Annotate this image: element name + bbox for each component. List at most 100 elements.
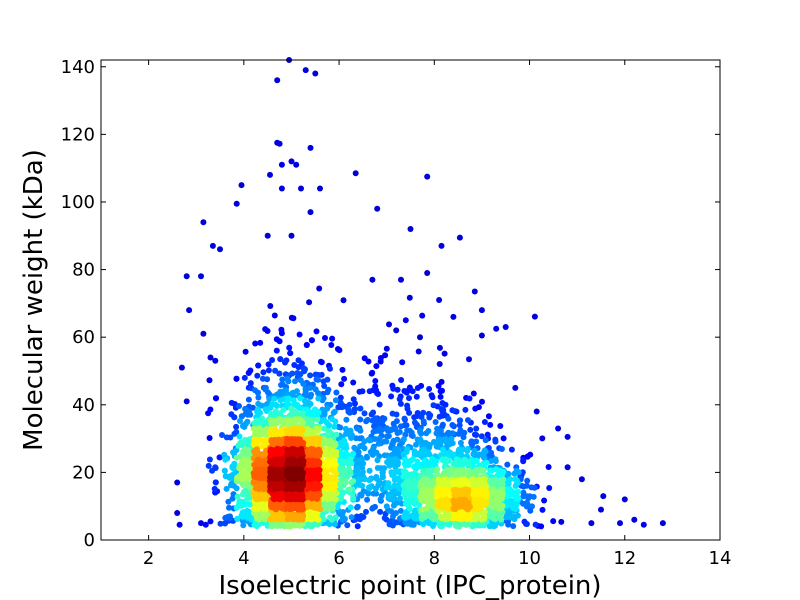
data-point xyxy=(314,467,321,474)
data-point xyxy=(314,416,321,423)
data-point xyxy=(480,454,487,461)
data-point xyxy=(471,431,478,438)
data-point xyxy=(252,387,258,394)
data-point xyxy=(425,500,432,507)
data-point xyxy=(493,325,500,332)
data-point xyxy=(388,393,395,400)
data-point xyxy=(497,423,504,429)
data-point xyxy=(441,350,448,357)
data-point xyxy=(324,405,331,412)
data-point xyxy=(414,458,421,465)
data-point xyxy=(267,516,274,523)
data-point xyxy=(339,512,346,519)
data-point xyxy=(445,429,452,436)
data-point xyxy=(383,438,390,445)
data-point xyxy=(297,503,304,510)
data-point xyxy=(332,418,339,425)
data-point xyxy=(441,498,448,505)
data-point xyxy=(430,402,437,409)
data-point xyxy=(374,205,381,212)
data-point xyxy=(338,381,345,388)
data-point xyxy=(328,342,335,348)
data-point xyxy=(316,482,323,489)
data-point xyxy=(412,496,419,503)
data-point xyxy=(288,158,295,165)
data-point xyxy=(280,417,287,424)
data-point xyxy=(366,388,373,395)
data-point xyxy=(529,503,535,510)
data-point xyxy=(403,514,410,521)
data-point xyxy=(352,400,358,407)
data-point xyxy=(272,456,278,463)
data-point xyxy=(434,471,441,478)
data-point xyxy=(305,409,312,416)
data-point xyxy=(272,490,279,497)
data-point xyxy=(231,430,238,437)
data-point xyxy=(205,462,212,469)
data-point xyxy=(373,449,380,456)
data-point xyxy=(459,462,466,469)
data-point xyxy=(256,425,263,432)
data-point xyxy=(176,521,183,528)
data-point xyxy=(555,425,562,432)
data-point xyxy=(361,355,368,362)
data-point xyxy=(312,386,319,393)
data-point xyxy=(546,485,553,491)
data-point xyxy=(207,354,214,361)
data-point xyxy=(260,502,267,509)
data-point xyxy=(386,321,392,328)
data-point xyxy=(383,484,390,491)
data-point xyxy=(394,446,401,452)
data-point xyxy=(296,331,303,338)
data-point xyxy=(286,495,293,502)
data-point xyxy=(332,451,339,458)
data-point xyxy=(240,522,247,529)
data-point xyxy=(375,427,382,434)
data-point xyxy=(286,344,293,351)
data-point xyxy=(340,297,347,304)
data-point xyxy=(279,376,286,383)
data-point xyxy=(350,379,357,386)
data-point xyxy=(315,395,322,402)
data-point xyxy=(236,403,242,409)
data-point xyxy=(348,460,355,467)
data-point xyxy=(323,439,330,446)
data-point xyxy=(487,421,494,428)
data-point xyxy=(200,330,207,337)
data-point xyxy=(466,356,472,363)
data-point xyxy=(385,480,392,487)
data-point xyxy=(293,416,300,423)
data-point xyxy=(498,496,505,503)
data-point xyxy=(397,495,403,502)
data-point xyxy=(444,479,450,486)
data-point xyxy=(306,299,313,306)
data-point xyxy=(385,495,392,502)
data-point xyxy=(302,366,308,373)
data-point xyxy=(260,369,267,376)
data-point xyxy=(285,378,292,385)
data-point xyxy=(183,273,190,280)
data-point xyxy=(235,473,242,480)
data-point xyxy=(497,511,504,518)
data-point xyxy=(299,495,306,502)
data-point xyxy=(376,401,383,408)
data-point xyxy=(467,426,474,433)
data-point xyxy=(342,443,349,450)
data-point xyxy=(397,400,404,407)
data-point xyxy=(206,456,213,463)
data-point xyxy=(493,466,499,473)
data-point xyxy=(445,467,452,474)
data-point xyxy=(437,486,444,493)
data-point xyxy=(402,317,409,324)
data-point xyxy=(482,487,489,494)
data-point xyxy=(278,326,285,333)
data-point xyxy=(241,423,248,430)
data-point xyxy=(471,487,478,494)
data-point xyxy=(249,404,256,411)
data-point xyxy=(331,484,338,491)
data-point xyxy=(244,496,251,503)
data-point xyxy=(314,521,321,528)
data-point xyxy=(439,446,446,453)
data-point xyxy=(325,386,332,393)
